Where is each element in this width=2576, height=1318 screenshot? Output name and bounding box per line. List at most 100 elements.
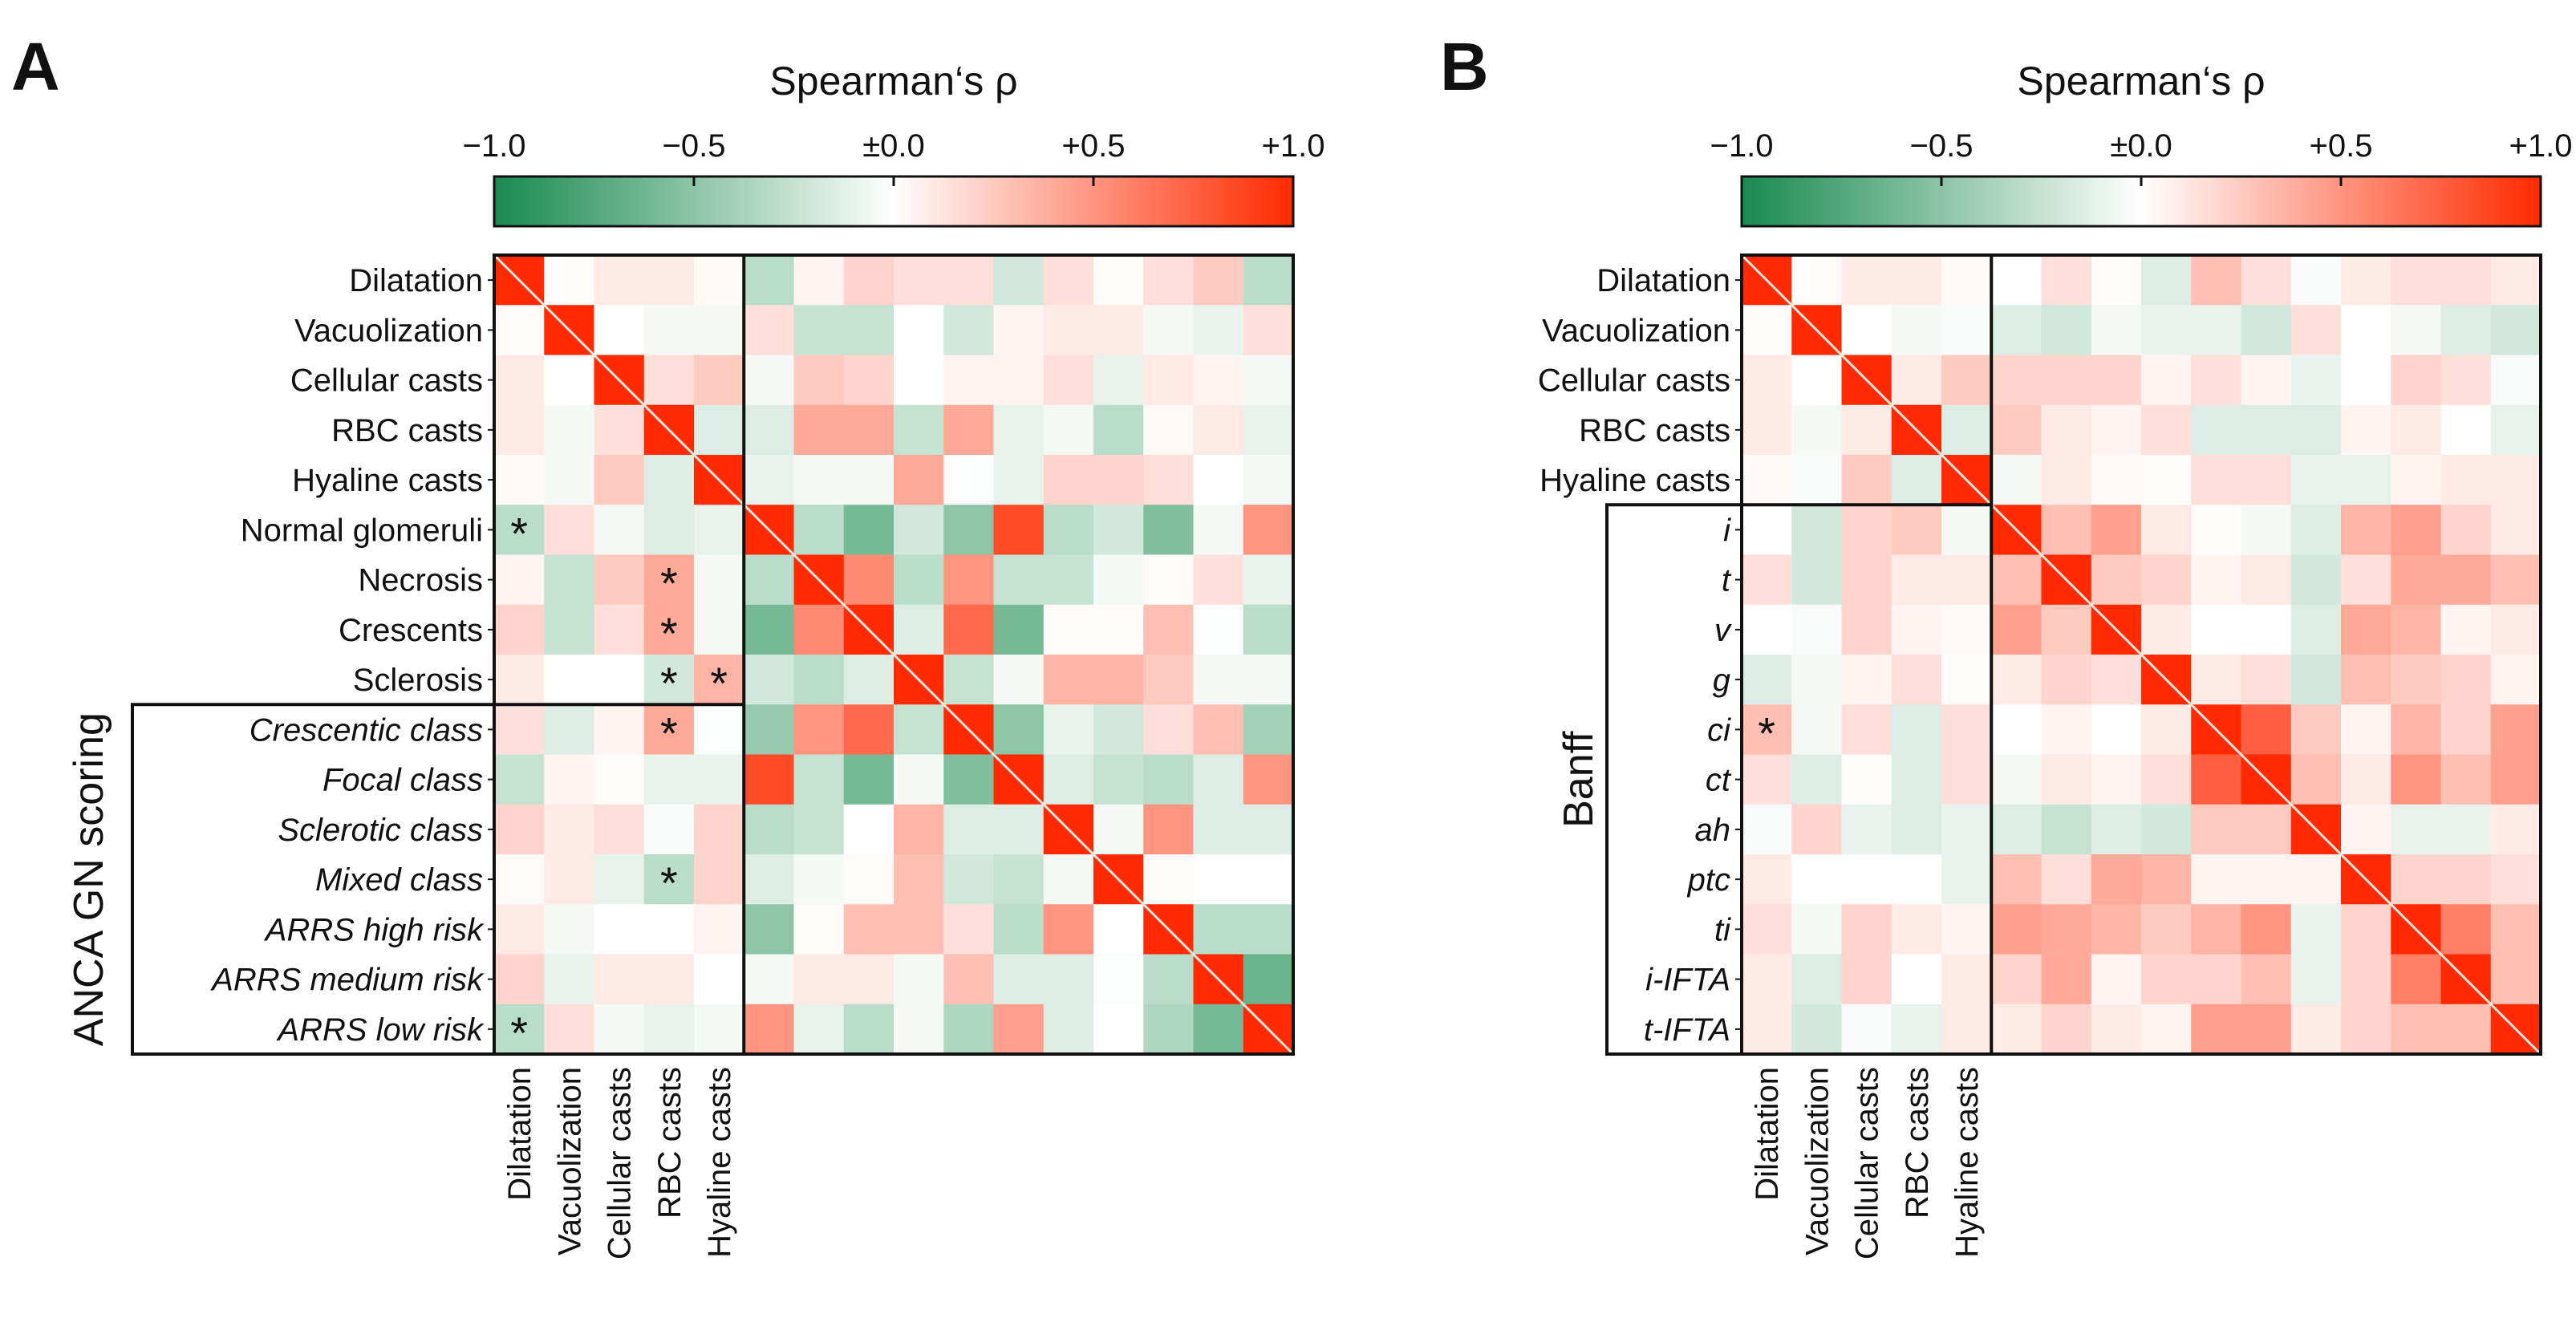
heatmap-cell [544,404,595,456]
heatmap-cell [1791,655,1843,705]
heatmap-cell [544,954,595,1005]
heatmap-cell [494,804,545,855]
heatmap-cell [2290,854,2342,905]
heatmap-cell [843,505,895,556]
colorbar-tick-label: −0.5 [1910,128,1974,164]
heatmap-cell [2141,804,2192,855]
diagonal-line [1740,253,2542,1056]
heatmap-cell [1791,604,1843,655]
heatmap-cell [1243,355,1294,406]
heatmap-cell [2490,404,2542,456]
heatmap-cell [2341,704,2391,756]
heatmap-cell [1841,655,1892,705]
heatmap-cell [643,355,695,406]
column-label: RBC casts [652,1067,688,1219]
heatmap-cell [2490,954,2542,1005]
heatmap-cell [1841,704,1892,756]
heatmap-cell [943,355,995,406]
heatmap-cell [2490,554,2542,606]
row-label: ci [1707,712,1731,748]
heatmap-cell [2440,804,2492,855]
heatmap-cell [2341,954,2391,1005]
heatmap-cell [1093,754,1144,805]
heatmap-cell [1143,455,1195,505]
heatmap-cell [2391,404,2442,456]
heatmap-cell [544,854,595,905]
heatmap-cell [2490,455,2542,505]
heatmap-cell [1791,554,1843,606]
heatmap-cell [894,854,944,905]
heatmap-cell [1093,655,1144,705]
heatmap-cell [1093,904,1144,955]
heatmap-cell [1243,754,1294,805]
heatmap-cell [2290,604,2342,655]
row-label: Normal glomeruli [241,513,483,548]
row-label: ah [1695,813,1731,848]
heatmap-cell [1941,754,1992,805]
row-label: Sclerotic class [278,813,483,848]
heatmap-cell [594,754,645,805]
heatmap-cell [793,404,845,456]
heatmap-cell [1093,255,1144,306]
heatmap-cell [2241,904,2292,955]
heatmap-cell [1841,754,1892,805]
heatmap-cell [1841,455,1892,505]
heatmap-cell [2141,754,2192,805]
heatmap-cell [1143,1004,1195,1055]
heatmap-cell [1193,754,1244,805]
heatmap-cell [1143,655,1195,705]
heatmap-cell [2290,754,2342,805]
heatmap-cell [2041,655,2092,705]
row-label: Focal class [323,763,483,798]
heatmap-cell [2241,1004,2292,1055]
heatmap-cell [494,604,545,655]
heatmap-cell [2341,804,2391,855]
colorbar-tick-label: +1.0 [1262,128,1325,164]
heatmap-cell [793,904,845,955]
heatmap-cell [1143,604,1195,655]
heatmap-cell [544,904,595,955]
heatmap-cell [1043,854,1094,905]
row-label: Cellular casts [1538,363,1730,399]
heatmap-cell [2490,305,2542,356]
heatmap-cell [1891,255,1942,306]
heatmap-cell [894,804,944,855]
column-label: Vacuolization [552,1067,587,1255]
heatmap-cell [993,255,1045,306]
heatmap-cell [843,804,895,855]
heatmap-cell [744,754,795,805]
heatmap-frame [1740,253,2542,1056]
colorbar-tick-label: −1.0 [1710,128,1774,164]
heatmap-cell [744,655,795,705]
heatmap-cell [1243,305,1294,356]
heatmap-cell [2490,604,2542,655]
heatmap-cell [2041,854,2092,905]
heatmap-cell [1243,554,1294,606]
colorbar-tick-label: −0.5 [663,128,726,164]
heatmap-cell [544,355,595,406]
heatmap-cell [2141,854,2192,905]
heatmap-cell [744,854,795,905]
heatmap-cell [2440,404,2492,456]
row-label: Crescentic class [249,712,483,748]
heatmap-cell [2191,954,2242,1005]
heatmap-cell [2141,355,2192,406]
row-label: ARRS low risk [276,1012,485,1048]
heatmap-cell [1093,455,1144,505]
heatmap-cell [843,655,895,705]
heatmap-cell [744,704,795,756]
heatmap-cell [744,255,795,306]
heatmap-cell [793,355,845,406]
heatmap-cell [2290,554,2342,606]
heatmap-cell [744,804,795,855]
heatmap-cell [1991,1004,2043,1055]
row-label: i-IFTA [1645,963,1730,998]
heatmap-cell [694,404,744,456]
heatmap-cell [843,1004,895,1055]
heatmap-cell [2091,255,2142,306]
heatmap-cell [2341,255,2391,306]
heatmap-cell [744,954,795,1005]
heatmap-cell [1841,305,1892,356]
heatmap-cell [2091,1004,2142,1055]
heatmap-cell [1043,954,1094,1005]
